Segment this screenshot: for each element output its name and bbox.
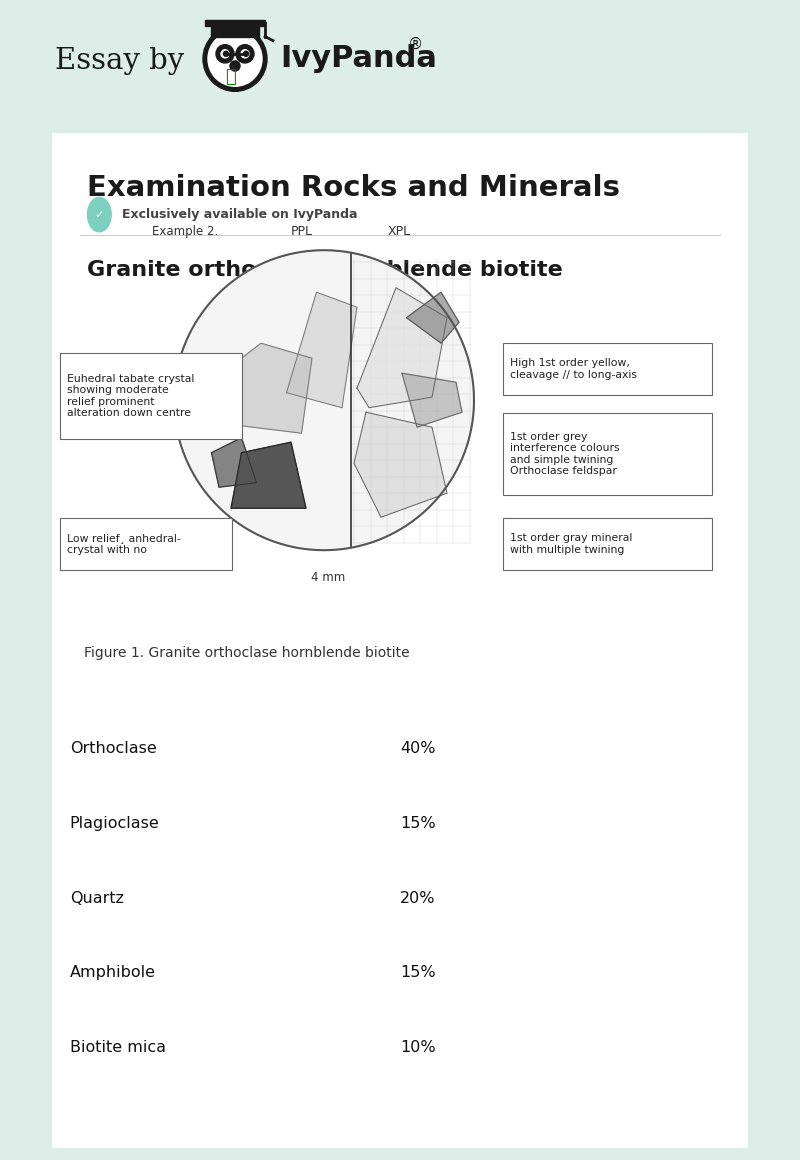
Text: 1st order gray mineral
with multiple twining: 1st order gray mineral with multiple twi…	[510, 534, 632, 554]
Circle shape	[87, 197, 111, 232]
Text: 15%: 15%	[400, 815, 436, 831]
Text: Example 2.: Example 2.	[151, 225, 218, 238]
Polygon shape	[211, 437, 257, 487]
Text: 40%: 40%	[400, 741, 435, 756]
Text: 10%: 10%	[400, 1039, 436, 1054]
Polygon shape	[174, 251, 474, 550]
FancyBboxPatch shape	[503, 343, 712, 396]
Text: Biotite mica: Biotite mica	[70, 1039, 166, 1054]
Text: Plagioclase: Plagioclase	[70, 815, 159, 831]
Text: High 1st order yellow,
cleavage // to long-axis: High 1st order yellow, cleavage // to lo…	[510, 358, 637, 379]
Circle shape	[216, 45, 234, 63]
FancyBboxPatch shape	[60, 353, 242, 438]
Text: PPL: PPL	[290, 225, 313, 238]
Polygon shape	[286, 292, 357, 407]
Polygon shape	[211, 27, 259, 36]
Circle shape	[223, 51, 229, 57]
Circle shape	[243, 51, 249, 57]
Circle shape	[203, 27, 267, 92]
Text: Orthoclase: Orthoclase	[70, 741, 157, 756]
Text: 1st order grey
interference colours
and simple twining
Orthoclase feldspar: 1st order grey interference colours and …	[510, 432, 620, 477]
Circle shape	[221, 50, 229, 58]
Polygon shape	[406, 292, 459, 343]
Polygon shape	[205, 20, 265, 27]
FancyBboxPatch shape	[60, 519, 232, 570]
Text: Quartz: Quartz	[70, 891, 124, 906]
Circle shape	[241, 50, 249, 58]
Text: ®: ®	[408, 37, 423, 52]
Text: Examination Rocks and Minerals: Examination Rocks and Minerals	[87, 174, 620, 202]
Text: 4 mm: 4 mm	[311, 571, 346, 585]
Text: ✓: ✓	[94, 210, 104, 219]
Text: 15%: 15%	[400, 965, 436, 980]
Polygon shape	[197, 343, 312, 433]
Text: XPL: XPL	[387, 225, 410, 238]
Text: Granite orthoclase hornblende biotite: Granite orthoclase hornblende biotite	[87, 260, 562, 281]
Circle shape	[208, 31, 262, 86]
FancyBboxPatch shape	[503, 519, 712, 570]
Polygon shape	[231, 442, 306, 508]
Polygon shape	[402, 374, 462, 427]
Polygon shape	[357, 288, 447, 407]
Text: Euhedral tabate crystal
showing moderate
relief prominent
alteration down centre: Euhedral tabate crystal showing moderate…	[67, 374, 194, 419]
Text: 20%: 20%	[400, 891, 435, 906]
Text: 🌿: 🌿	[226, 68, 236, 86]
Text: Exclusively available on IvyPanda: Exclusively available on IvyPanda	[122, 208, 357, 222]
FancyBboxPatch shape	[42, 118, 758, 1160]
Text: Amphibole: Amphibole	[70, 965, 156, 980]
FancyBboxPatch shape	[503, 413, 712, 495]
Text: Essay by: Essay by	[55, 46, 184, 75]
Text: Figure 1. Granite orthoclase hornblende biotite: Figure 1. Granite orthoclase hornblende …	[83, 646, 409, 660]
Circle shape	[236, 45, 254, 63]
Polygon shape	[354, 412, 447, 517]
Text: IvyPanda: IvyPanda	[280, 44, 437, 73]
Circle shape	[230, 60, 240, 71]
Text: Low relief¸ anhedral-
crystal with no: Low relief¸ anhedral- crystal with no	[67, 534, 181, 554]
